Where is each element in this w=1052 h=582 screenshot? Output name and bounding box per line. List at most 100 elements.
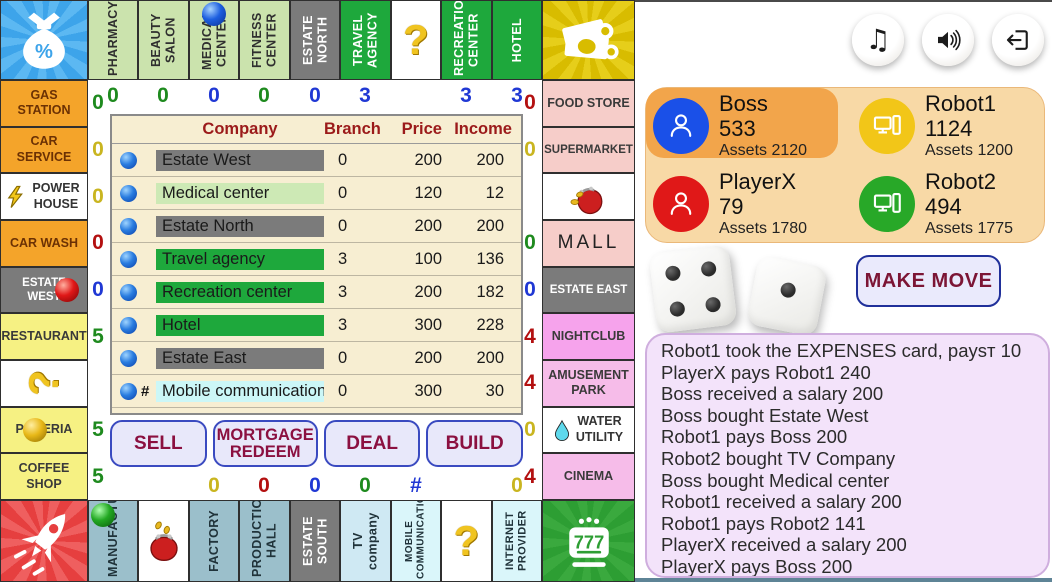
board-cell-restaurant[interactable]: RESTAURANT [0,313,88,361]
branch-count: # [410,474,422,497]
person-icon [653,176,709,233]
board-cell-pizzeria[interactable]: PIZZERIA [0,406,88,454]
music-icon: ♫ [865,23,891,56]
log-line: PlayerX received a salary 200 [661,534,907,556]
cell-label: FOOD STORE [547,95,630,110]
cell-label: TRAVEL AGENCY [351,12,380,68]
table-row-hotel[interactable]: Hotel 3 300 228 [112,309,521,342]
board-cell-factory[interactable]: FACTORY [188,500,240,582]
player-card-robot1[interactable]: Robot1 1124 Assets 1200 [859,91,1014,161]
table-row-mobile-communications[interactable]: # Mobile communications 0 300 30 [112,375,521,408]
cell-label: NIGHTCLUB [551,328,626,343]
cell-label: ESTATE WEST [22,276,66,304]
make-move-button[interactable]: MAKE MOVE [856,255,1001,307]
branch-count: 0 [309,84,321,107]
board-cell-car-wash[interactable]: CAR WASH [0,220,88,267]
board-cell-production-hall[interactable]: PRODUCTION HALL [239,500,290,582]
cell-label: TV company [351,512,380,570]
die-two-showing-1 [745,254,829,338]
table-row-travel-agency[interactable]: Travel agency 3 100 136 [112,243,521,276]
cell-label: ESTATE EAST [549,283,628,296]
player-card-playerx[interactable]: PlayerX 79 Assets 1780 [653,169,807,239]
board-cell-amusement-park[interactable]: AMUSEMENT PARK [542,360,635,407]
company-dot-icon [120,151,137,169]
mortgage-redeem-button[interactable]: MORTGAGE REDEEM [212,420,318,467]
board-cell-estate-east[interactable]: ESTATE EAST [542,266,635,314]
branch-count: 0 [258,84,270,107]
branch-value: 3 [338,249,348,268]
board-cell-estate-north[interactable]: ESTATE NORTH [289,0,341,80]
cell-label: HOTEL [509,17,524,63]
company-name: Medical center [156,182,324,204]
company-table[interactable]: Company Branch Price Income Estate West … [110,114,523,415]
player-card-robot2[interactable]: Robot2 494 Assets 1775 [859,169,1014,239]
corner-casino-777[interactable]: 777 [542,500,635,582]
sound-toggle-button[interactable] [922,14,974,66]
board-cell-manufacture[interactable]: MANUFACTURE [88,500,139,582]
build-button[interactable]: BUILD [426,420,523,467]
board-bottom-row: MANUFACTURE FACTORY PRODUCTION HALL ESTA… [88,500,542,582]
corner-tax[interactable]: % [0,0,88,80]
player-money: 494 [925,194,962,220]
purse-coins-icon [149,521,178,562]
table-row-estate-north[interactable]: Estate North 0 200 200 [112,210,521,243]
board-cell-gas-station[interactable]: GAS STATION [0,80,88,127]
board-cell-beauty-salon[interactable]: BEAUTY SALON [138,0,189,80]
sell-button[interactable]: SELL [110,420,207,467]
cell-label: SUPERMARKET [544,143,633,156]
svg-text:%: % [35,41,53,63]
player-assets: Assets 1775 [925,220,1014,238]
board-cell-recreation-center[interactable]: RECREATION CENTER [441,0,492,80]
income-value: 200 [442,415,512,416]
table-row-estate-east[interactable]: Estate East 0 200 200 [112,342,521,375]
board-cell-chance-left[interactable]: ? [0,360,88,407]
board-cell-coffee-shop[interactable]: COFFEE SHOP [0,453,88,501]
corner-start-rocket[interactable] [0,500,88,582]
board-cell-nightclub[interactable]: NIGHTCLUB [542,313,635,361]
board-cell-food-store[interactable]: FOOD STORE [542,80,635,127]
board-cell-purse-event-bottom[interactable] [138,500,189,582]
board-cell-tv-company[interactable]: TV company [340,500,391,582]
board-cell-cinema[interactable]: CINEMA [542,453,635,501]
corner-money[interactable] [542,0,635,80]
board-cell-fitness-center[interactable]: FITNESS CENTER [239,0,290,80]
table-row-estate-south[interactable]: Estate South 0 200 200 [112,408,521,416]
deal-button[interactable]: DEAL [323,420,421,467]
board-cell-pharmacy[interactable]: PHARMACY [88,0,139,80]
table-row-estate-west[interactable]: Estate West 0 200 200 [112,144,521,177]
cell-label: INTERNET PROVIDER [504,510,529,572]
board-cell-internet-provider[interactable]: INTERNET PROVIDER [491,500,542,582]
board-cell-medical-center[interactable]: MEDICAL CENTER [188,0,240,80]
company-name: Travel agency [156,248,324,270]
company-dot-icon [120,217,137,235]
board-cell-estate-west[interactable]: ESTATE WEST [0,266,88,314]
board-cell-travel-agency[interactable]: TRAVEL AGENCY [340,0,391,80]
table-row-medical-center[interactable]: Medical center 0 120 12 [112,177,521,210]
cell-label: FITNESS CENTER [250,12,279,68]
table-row-recreation-center[interactable]: Recreation center 3 200 182 [112,276,521,309]
player-card-boss[interactable]: Boss 533 Assets 2120 [653,91,807,161]
computer-icon [859,176,915,233]
person-icon [653,98,709,155]
player-assets: Assets 1200 [925,142,1014,160]
player-money: 79 [719,194,744,220]
svg-text:777: 777 [573,532,603,553]
board-cell-hotel[interactable]: HOTEL [491,0,542,80]
board-cell-water-utility[interactable]: WATER UTILITY [542,406,635,454]
exit-button[interactable] [992,14,1044,66]
board-cell-chance-top[interactable]: ? [390,0,442,80]
board-cell-mobile-communications[interactable]: MOBILE COMMUNICATIONS [390,500,442,582]
board-cell-power-house[interactable]: POWER HOUSE [0,173,88,221]
board-cell-mall[interactable]: MALL [542,220,635,267]
branch-count: 0 [524,91,536,114]
branch-count: 0 [511,474,523,497]
board-cell-purse-event[interactable] [542,173,635,221]
player-name: Robot1 [925,91,996,116]
board-cell-car-service[interactable]: CAR SERVICE [0,126,88,174]
board-cell-supermarket[interactable]: SUPERMARKET [542,126,635,174]
board-cell-estate-south[interactable]: ESTATE SOUTH [289,500,341,582]
board-cell-chance-bottom[interactable]: ? [441,500,492,582]
volume-icon [938,29,961,51]
player-name: Robot2 [925,169,996,194]
music-toggle-button[interactable]: ♫ [852,14,904,66]
